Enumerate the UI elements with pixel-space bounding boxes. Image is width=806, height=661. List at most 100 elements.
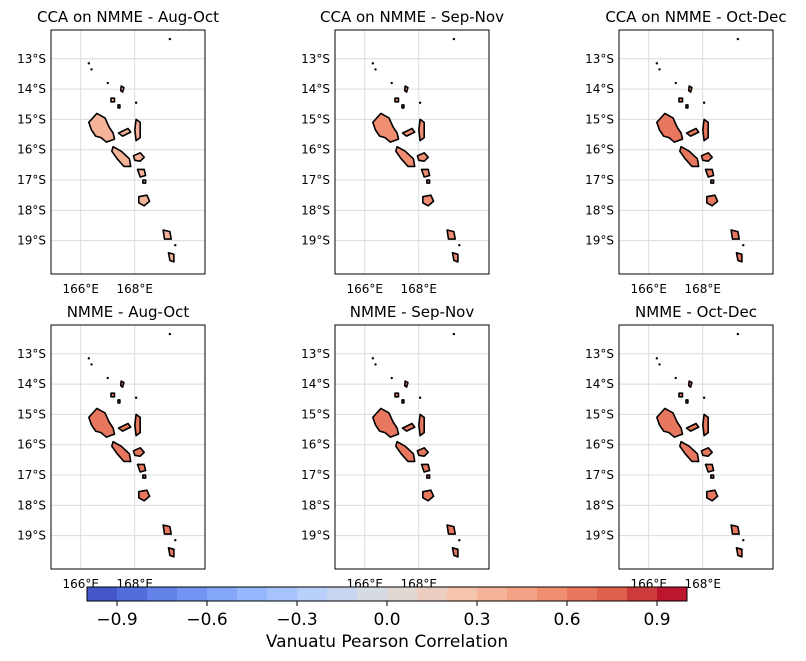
island-shape (704, 168, 715, 178)
island-shape (700, 152, 714, 162)
island-shape (138, 194, 151, 207)
islet-mark (174, 539, 177, 542)
island-shape (134, 118, 141, 142)
lat-tick-label: 18°S (301, 498, 330, 512)
lat-tick-label: 13°S (585, 52, 614, 66)
lat-tick-label: 17°S (17, 468, 46, 482)
island-shape (685, 399, 689, 404)
islet-mark (458, 539, 461, 542)
lon-tick-label: 168°E (685, 577, 722, 591)
island-shape (426, 179, 431, 184)
islet-mark (168, 37, 172, 41)
colorbar-segment (477, 587, 508, 601)
lon-tick-label: 168°E (685, 282, 722, 296)
lat-tick-label: 14°S (17, 377, 46, 391)
island-shape (687, 85, 693, 93)
islet-mark (655, 357, 659, 360)
islet-mark (134, 101, 138, 104)
island-shape (451, 546, 459, 558)
colorbar-tick-label: 0.3 (463, 610, 490, 630)
island-shape (730, 229, 741, 240)
island-shape (700, 446, 714, 458)
island-shape (710, 474, 715, 479)
colorbar-segment (627, 587, 658, 601)
island-shape (119, 380, 125, 388)
islet-mark (390, 81, 393, 85)
island-shape (394, 440, 416, 463)
lat-tick-label: 18°S (17, 498, 46, 512)
islet-mark (134, 396, 138, 399)
island-shape (451, 252, 459, 263)
island-shape (134, 413, 141, 437)
panel-frame (618, 324, 774, 570)
islet-mark (90, 68, 93, 71)
colorbar-segment (657, 587, 688, 601)
colorbar-segment (147, 587, 178, 601)
lat-tick-label: 17°S (585, 173, 614, 187)
colorbar-segment (447, 587, 478, 601)
islet-mark (452, 37, 456, 41)
lat-tick-label: 17°S (17, 173, 46, 187)
island-shape (710, 179, 715, 184)
island-shape (417, 413, 426, 437)
island-shape (119, 85, 125, 93)
map-panel: NMME - Aug-Oct 13°S 14°S 15°S 16°S 17°S 18°S 19… (17, 303, 206, 591)
colorbar-label: Vanuatu Pearson Correlation (266, 632, 508, 652)
lat-tick-label: 15°S (17, 407, 46, 421)
lat-tick-label: 19°S (585, 529, 614, 543)
island-shape (394, 97, 400, 103)
panel-title: CCA on NMME - Aug-Oct (37, 8, 219, 26)
island-shape (685, 104, 689, 109)
island-shape (420, 168, 431, 178)
islet-mark (736, 332, 740, 336)
colorbar-segment (417, 587, 448, 601)
lat-tick-label: 15°S (585, 112, 614, 126)
colorbar-segment (207, 587, 238, 601)
panel-frame (50, 29, 206, 275)
island-shape (416, 446, 430, 458)
colorbar-segment (567, 587, 598, 601)
island-shape (678, 440, 700, 463)
island-shape (88, 407, 116, 438)
lat-tick-label: 14°S (301, 82, 330, 96)
lat-tick-label: 18°S (17, 203, 46, 217)
colorbar-segment (357, 587, 388, 601)
islet-mark (658, 363, 661, 366)
lat-tick-label: 19°S (301, 529, 330, 543)
island-shape (117, 127, 132, 137)
islet-mark (418, 101, 422, 104)
lat-tick-label: 13°S (17, 52, 46, 66)
island-shape (111, 440, 132, 463)
island-shape (132, 152, 145, 162)
islet-mark (374, 68, 377, 71)
island-shape (421, 489, 435, 502)
island-shape (416, 152, 430, 162)
island-shape (371, 112, 400, 143)
colorbar-segment (537, 587, 568, 601)
island-shape (446, 229, 457, 240)
map-panel: NMME - Oct-Dec 13°S 14°S 15°S 16°S 17°S 18°S 19… (585, 303, 774, 591)
lat-tick-label: 16°S (585, 143, 614, 157)
island-shape (426, 474, 431, 479)
lat-tick-label: 14°S (17, 82, 46, 96)
island-shape (403, 380, 409, 388)
lat-tick-label: 16°S (17, 143, 46, 157)
lat-tick-label: 19°S (585, 234, 614, 248)
island-shape (678, 97, 684, 103)
map-panel: CCA on NMME - Sep-Nov 13°S 14°S 15°S 16°S 17°… (301, 8, 504, 296)
island-shape (371, 407, 400, 438)
island-shape (655, 407, 684, 438)
panel-frame (618, 29, 774, 275)
island-shape (687, 380, 693, 388)
island-shape (655, 112, 684, 143)
islet-mark (458, 244, 461, 247)
island-shape (704, 463, 715, 473)
map-panel: NMME - Sep-Nov 13°S 14°S 15°S 16°S 17°S 18°S 19… (301, 303, 490, 591)
island-shape (142, 179, 147, 184)
lat-tick-label: 16°S (301, 438, 330, 452)
island-shape (735, 252, 743, 263)
lat-tick-label: 15°S (301, 112, 330, 126)
island-shape (162, 229, 172, 240)
islet-mark (736, 37, 740, 41)
